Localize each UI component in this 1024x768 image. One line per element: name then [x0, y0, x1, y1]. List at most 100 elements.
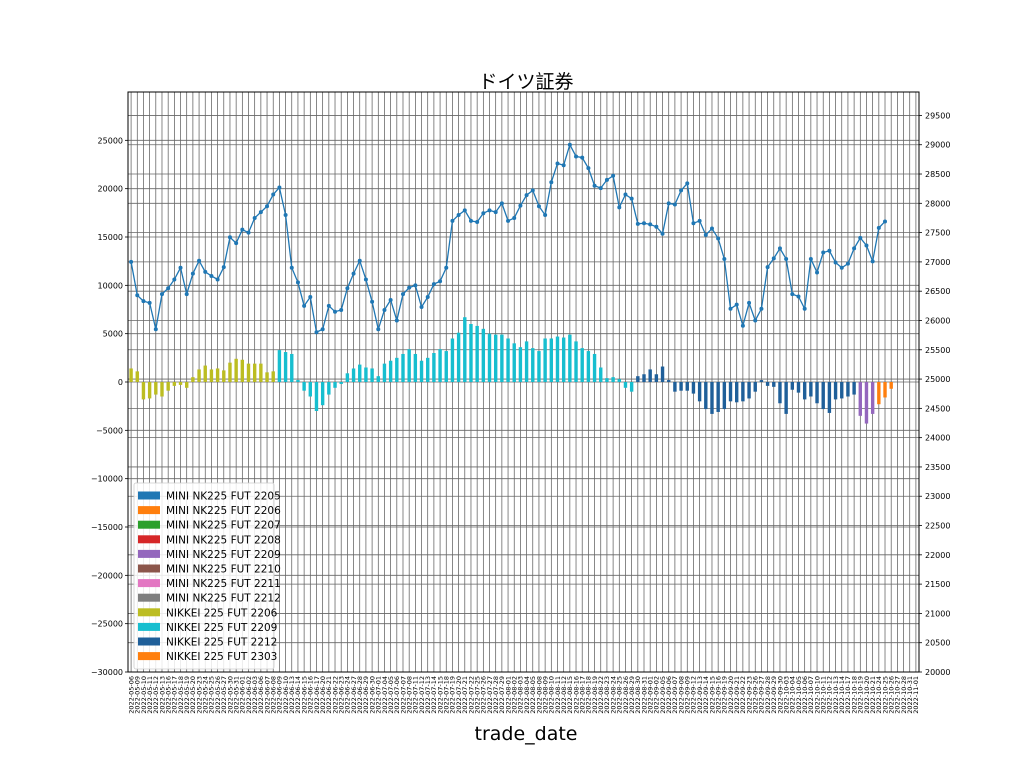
x-tick-label: 2022-05-25: [208, 676, 216, 714]
legend: MINI NK225 FUT 2205 MINI NK225 FUT 2206 MI…: [133, 482, 281, 670]
bar: [388, 360, 393, 382]
price-point: [790, 292, 795, 297]
price-point: [740, 323, 745, 328]
bar: [716, 382, 720, 412]
x-tick-label: 2022-08-18: [585, 676, 593, 714]
price-point: [271, 192, 276, 197]
price-point: [178, 265, 183, 270]
legend-swatch: [138, 593, 160, 602]
bar: [463, 317, 467, 382]
price-point: [876, 225, 881, 230]
x-tick-label: 2022-07-20: [455, 676, 463, 714]
x-tick-label: 2022-09-28: [764, 676, 772, 714]
x-tick-label: 2022-05-09: [134, 676, 142, 714]
bar: [283, 352, 288, 382]
bar: [518, 347, 523, 382]
price-point: [852, 246, 857, 251]
y-tick-label: −5000: [96, 426, 123, 435]
x-tick-label: 2022-06-27: [350, 676, 358, 714]
price-point: [357, 258, 362, 263]
y-tick-label: −25000: [91, 620, 123, 629]
left-y-tick-labels: −30000 −25000 −20000 −15000 −10000 −5000 0 5000…: [91, 136, 128, 677]
bar: [475, 325, 479, 382]
price-point: [444, 265, 449, 270]
bar: [654, 374, 659, 382]
price-point: [759, 306, 764, 311]
bar: [234, 358, 238, 382]
x-tick-label: 2022-06-07: [263, 676, 271, 714]
bar: [599, 367, 603, 382]
x-tick-label: 2022-08-17: [579, 676, 587, 714]
price-point: [320, 327, 325, 332]
x-tick-label: 2022-06-17: [313, 676, 321, 714]
y-tick-label: −20000: [91, 571, 123, 580]
legend-swatch: [138, 652, 160, 661]
price-point: [784, 256, 789, 261]
price-point: [302, 303, 307, 308]
x-tick-label: 2022-05-20: [189, 676, 197, 714]
bar: [629, 382, 634, 392]
x-tick-label: 2022-11-01: [912, 676, 920, 714]
x-tick-label: 2022-05-12: [152, 676, 160, 714]
x-tick-label: 2022-06-16: [307, 676, 315, 714]
x-tick-label: 2022-09-20: [727, 676, 735, 714]
legend-label: MINI NK225 FUT 2209: [166, 549, 281, 561]
legend-label: MINI NK225 FUT 2208: [166, 534, 281, 546]
x-tick-label: 2022-06-22: [331, 676, 339, 714]
y2-tick-label: 25000: [925, 375, 950, 384]
y2-tick-label: 20000: [925, 668, 950, 677]
price-point: [431, 282, 436, 287]
price-point: [747, 300, 752, 305]
price-point: [209, 273, 214, 278]
bar: [568, 334, 572, 382]
price-point: [487, 208, 492, 213]
price-point: [376, 327, 381, 332]
bar: [228, 362, 232, 382]
price-point: [512, 215, 517, 220]
x-tick-label: 2022-09-14: [702, 676, 710, 714]
bar: [827, 382, 832, 413]
x-tick-label: 2022-09-05: [659, 676, 667, 714]
bar: [141, 382, 146, 400]
x-tick-label: 2022-10-04: [789, 676, 797, 714]
y2-tick-label: 26000: [925, 316, 950, 325]
price-point: [351, 271, 356, 276]
x-tick-label: 2022-06-10: [282, 676, 290, 714]
x-tick-label: 2022-10-07: [807, 676, 815, 714]
x-tick-label: 2022-10-18: [850, 676, 858, 714]
y2-tick-label: 23500: [925, 463, 950, 472]
bar: [648, 369, 652, 382]
x-tick-label: 2022-10-27: [894, 676, 902, 714]
price-point: [326, 303, 331, 308]
price-point: [339, 307, 344, 312]
x-tick-label: 2022-07-06: [393, 676, 401, 714]
price-point: [345, 286, 350, 291]
bar: [524, 341, 529, 382]
price-point: [450, 218, 455, 223]
y-tick-label: 0: [118, 378, 123, 387]
bar: [302, 382, 306, 391]
x-tick-label: 2022-07-15: [436, 676, 444, 714]
x-tick-label: 2022-10-31: [906, 676, 914, 714]
price-point: [456, 213, 461, 218]
price-point: [635, 221, 640, 226]
price-point: [419, 305, 424, 310]
bar: [265, 372, 269, 382]
bar: [549, 338, 554, 382]
x-tick-label: 2022-06-03: [251, 676, 259, 714]
x-tick-label: 2022-10-11: [820, 676, 828, 714]
y2-tick-label: 29000: [925, 141, 950, 150]
price-point: [289, 265, 294, 270]
price-point: [438, 279, 443, 284]
bar: [376, 376, 380, 382]
x-tick-label: 2022-07-11: [412, 676, 420, 714]
price-point: [184, 292, 189, 297]
bar: [469, 324, 473, 382]
bar: [846, 382, 850, 397]
bar: [722, 382, 727, 410]
y2-tick-label: 27000: [925, 258, 950, 267]
price-point: [493, 210, 498, 215]
price-point: [827, 248, 832, 253]
bar: [580, 348, 584, 382]
bar: [864, 382, 869, 424]
